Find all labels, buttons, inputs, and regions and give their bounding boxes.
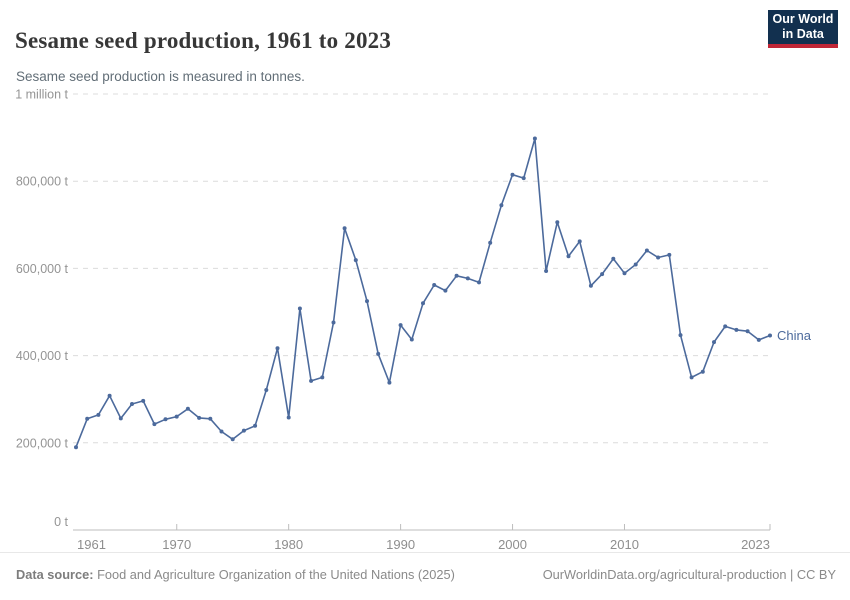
data-point[interactable]: [588, 283, 593, 288]
data-point[interactable]: [611, 256, 616, 261]
data-point[interactable]: [454, 273, 459, 278]
owid-logo-line2: in Data: [782, 27, 824, 41]
data-point[interactable]: [353, 258, 358, 263]
data-point[interactable]: [756, 337, 761, 342]
data-point[interactable]: [387, 380, 392, 385]
x-tick-label: 1990: [386, 537, 415, 552]
data-point[interactable]: [152, 422, 157, 427]
data-point[interactable]: [219, 429, 224, 434]
data-point[interactable]: [141, 398, 146, 403]
data-point[interactable]: [577, 239, 582, 244]
x-tick-label: 2010: [610, 537, 639, 552]
x-tick-label: 2023: [741, 537, 770, 552]
x-tick-label: 1970: [162, 537, 191, 552]
data-point[interactable]: [689, 375, 694, 380]
data-point[interactable]: [488, 240, 493, 245]
data-point[interactable]: [74, 445, 78, 450]
data-point[interactable]: [241, 428, 246, 433]
data-point[interactable]: [197, 415, 202, 420]
data-point[interactable]: [185, 406, 190, 411]
data-point[interactable]: [432, 283, 437, 287]
x-tick-label: 2000: [498, 537, 527, 552]
data-point[interactable]: [342, 226, 347, 231]
data-point[interactable]: [309, 378, 314, 383]
data-point[interactable]: [678, 333, 683, 338]
data-point[interactable]: [297, 306, 302, 311]
data-point[interactable]: [253, 423, 258, 428]
owid-logo[interactable]: Our World in Data: [768, 10, 838, 48]
data-point[interactable]: [331, 320, 336, 325]
data-point[interactable]: [712, 340, 716, 345]
data-point[interactable]: [208, 416, 213, 421]
owid-logo-line1: Our World: [772, 11, 834, 26]
data-point[interactable]: [96, 412, 101, 417]
owid-citation-link[interactable]: OurWorldinData.org/agricultural-producti…: [542, 567, 836, 582]
data-point[interactable]: [723, 324, 728, 329]
data-point[interactable]: [510, 172, 515, 177]
data-point[interactable]: [532, 136, 537, 141]
chart-subtitle: Sesame seed production is measured in to…: [16, 68, 305, 84]
data-point[interactable]: [633, 262, 638, 267]
data-point[interactable]: [163, 417, 168, 422]
page-title: Sesame seed production, 1961 to 2023: [15, 28, 392, 54]
y-tick-label: 200,000 t: [16, 436, 69, 450]
data-point[interactable]: [107, 393, 112, 398]
data-point[interactable]: [286, 415, 291, 420]
data-point[interactable]: [409, 337, 414, 342]
footer-divider: [0, 552, 850, 553]
data-source-text: Data source: Food and Agriculture Organi…: [16, 567, 455, 582]
y-tick-label: 1 million t: [15, 88, 68, 102]
data-point[interactable]: [499, 203, 504, 208]
data-point[interactable]: [230, 437, 235, 442]
y-tick-label: 0 t: [54, 515, 68, 529]
line-chart[interactable]: 0 t 200,000 t 400,000 t 600,000 t 800,000 t 1…: [0, 85, 850, 553]
data-point[interactable]: [667, 252, 672, 257]
data-point[interactable]: [376, 351, 381, 356]
data-point[interactable]: [566, 254, 571, 259]
data-point[interactable]: [477, 280, 481, 285]
data-point[interactable]: [465, 276, 470, 281]
data-point[interactable]: [745, 329, 750, 334]
x-tick-label: 1980: [274, 537, 303, 552]
series-line-china[interactable]: [75, 137, 771, 449]
data-point[interactable]: [544, 269, 549, 273]
data-point[interactable]: [600, 272, 605, 277]
data-point[interactable]: [275, 346, 280, 351]
data-point[interactable]: [521, 176, 526, 181]
data-point[interactable]: [644, 248, 649, 253]
y-tick-label: 400,000 t: [16, 349, 69, 363]
data-point[interactable]: [264, 388, 269, 392]
data-point[interactable]: [622, 271, 627, 276]
data-point[interactable]: [118, 416, 123, 421]
data-point[interactable]: [443, 288, 448, 293]
data-point[interactable]: [768, 333, 772, 338]
entity-label-china[interactable]: China: [777, 328, 812, 343]
y-tick-label: 600,000 t: [16, 262, 69, 276]
x-tick-label: 1961: [77, 537, 106, 552]
data-point[interactable]: [130, 402, 134, 406]
data-point[interactable]: [656, 255, 661, 260]
data-point[interactable]: [421, 301, 425, 306]
data-point[interactable]: [734, 327, 739, 332]
data-point[interactable]: [320, 375, 325, 380]
data-point[interactable]: [700, 369, 705, 374]
data-point[interactable]: [85, 416, 90, 421]
data-point[interactable]: [365, 299, 369, 304]
y-tick-label: 800,000 t: [16, 175, 69, 189]
data-point[interactable]: [398, 323, 403, 328]
data-point[interactable]: [174, 414, 179, 419]
data-point[interactable]: [555, 220, 560, 225]
